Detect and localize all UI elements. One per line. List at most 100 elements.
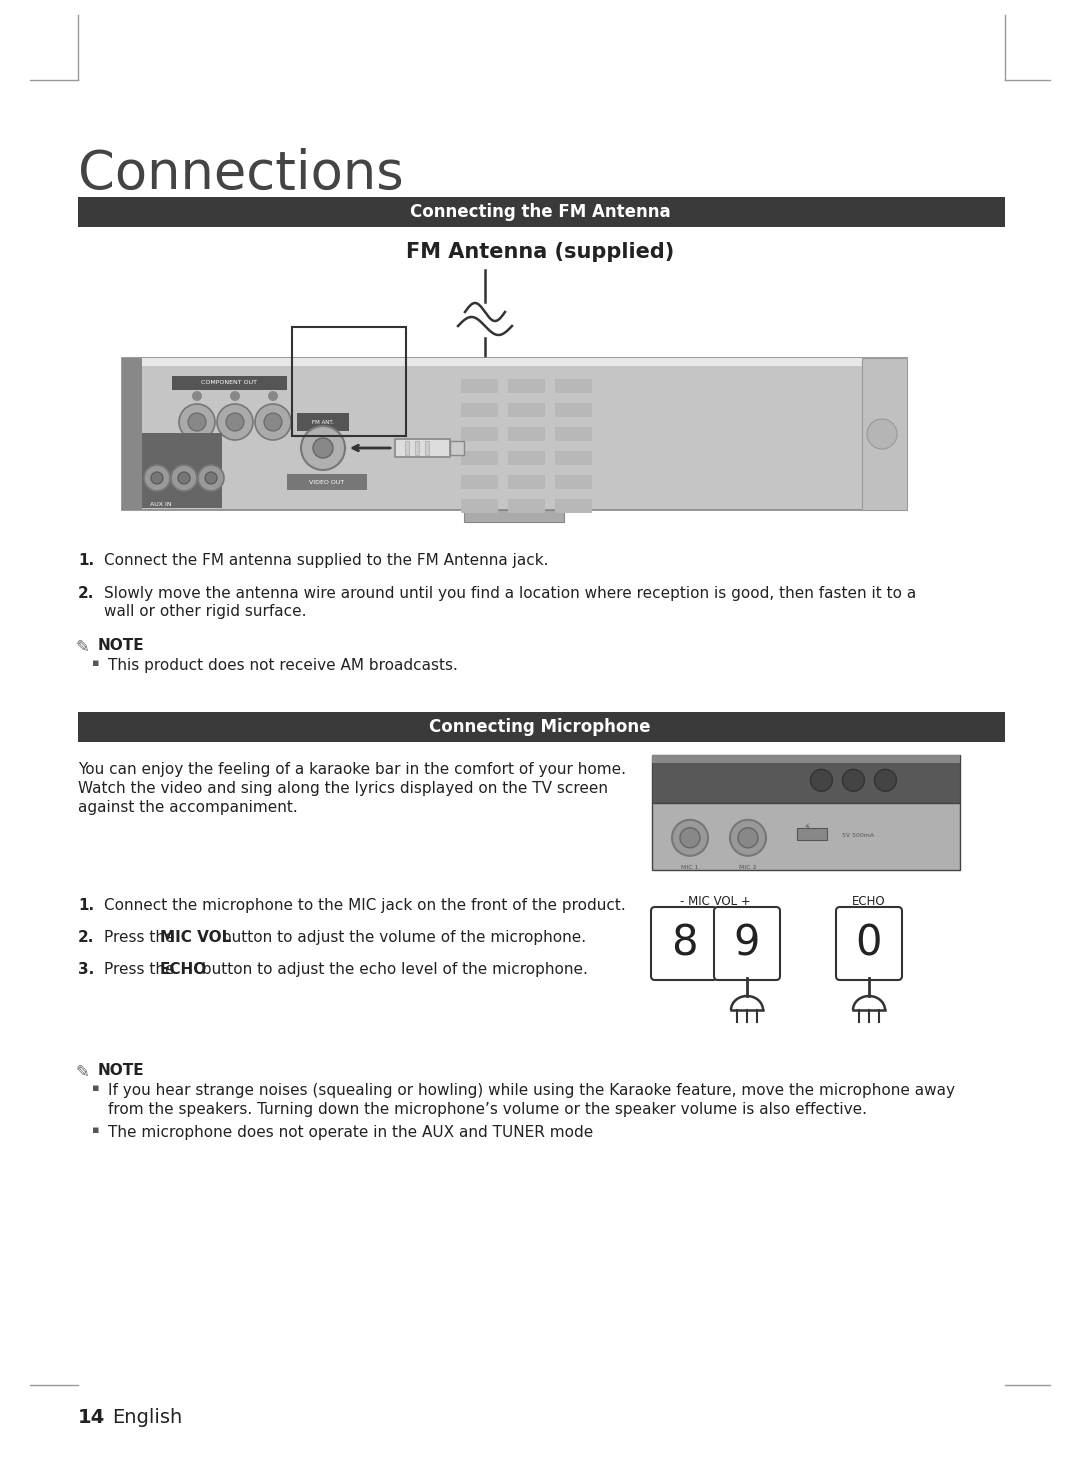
Bar [292,326,406,436]
FancyBboxPatch shape [714,908,780,979]
Circle shape [217,404,253,441]
FancyBboxPatch shape [508,451,545,466]
FancyBboxPatch shape [508,499,545,512]
Text: Connecting the FM Antenna: Connecting the FM Antenna [409,203,671,221]
Text: button to adjust the volume of the microphone.: button to adjust the volume of the micro… [217,930,586,944]
Circle shape [738,827,758,848]
Text: You can enjoy the feeling of a karaoke bar in the comfort of your home.: You can enjoy the feeling of a karaoke b… [78,761,626,777]
Text: +: + [132,373,141,384]
Bar [122,359,907,509]
FancyBboxPatch shape [508,474,545,489]
Bar [122,359,141,509]
Text: Press the: Press the [104,930,179,944]
Text: ECHO: ECHO [852,895,886,908]
Text: - MIC VOL +: - MIC VOL + [679,895,751,908]
Bar [141,433,222,508]
Circle shape [875,769,896,792]
Text: ▪: ▪ [92,1124,99,1135]
Text: Press the: Press the [104,962,179,976]
Bar [395,439,450,457]
Text: MIC 1: MIC 1 [681,865,699,870]
Text: Connecting Microphone: Connecting Microphone [429,717,651,736]
FancyBboxPatch shape [461,427,498,441]
Bar [797,827,827,840]
Text: 2.: 2. [78,586,94,602]
Circle shape [268,391,278,401]
Bar [78,198,1005,227]
Circle shape [255,404,291,441]
Text: 3.: 3. [78,962,94,976]
Bar [450,441,464,455]
Text: 1.: 1. [78,553,94,568]
Bar [464,509,564,523]
Text: The microphone does not operate in the AUX and TUNER mode: The microphone does not operate in the A… [108,1124,593,1140]
Bar [426,441,429,455]
Text: Connections: Connections [78,148,404,201]
Circle shape [144,466,170,490]
Circle shape [730,820,766,856]
Circle shape [301,426,345,470]
FancyBboxPatch shape [461,451,498,466]
Circle shape [178,471,190,485]
Text: 8: 8 [671,922,698,965]
Circle shape [230,391,240,401]
Bar [78,712,1005,742]
Text: Connect the FM antenna supplied to the FM Antenna jack.: Connect the FM antenna supplied to the F… [104,553,549,568]
Text: 9: 9 [733,922,760,965]
Text: 1.: 1. [78,897,94,914]
Circle shape [264,413,282,430]
Text: VIDEO OUT: VIDEO OUT [309,480,345,485]
Bar [652,755,960,763]
Bar [405,441,409,455]
Circle shape [151,471,163,485]
Circle shape [179,404,215,441]
Circle shape [842,769,864,792]
FancyBboxPatch shape [508,403,545,417]
FancyBboxPatch shape [555,427,592,441]
FancyBboxPatch shape [555,474,592,489]
Text: AUX IN: AUX IN [150,502,172,507]
Circle shape [198,466,224,490]
FancyBboxPatch shape [651,908,717,979]
Text: ⚡: ⚡ [804,821,810,832]
Circle shape [192,391,202,401]
FancyBboxPatch shape [508,379,545,392]
FancyBboxPatch shape [555,499,592,512]
Text: against the accompaniment.: against the accompaniment. [78,799,298,815]
Bar [652,804,960,870]
Text: FM Antenna (supplied): FM Antenna (supplied) [406,242,674,262]
Text: wall or other rigid surface.: wall or other rigid surface. [104,605,307,619]
FancyBboxPatch shape [555,379,592,392]
FancyBboxPatch shape [508,427,545,441]
Text: ▪: ▪ [92,1083,99,1094]
Text: from the speakers. Turning down the microphone’s volume or the speaker volume is: from the speakers. Turning down the micr… [108,1102,867,1117]
Circle shape [226,413,244,430]
Text: FM ANT.: FM ANT. [312,420,334,425]
FancyBboxPatch shape [461,379,498,392]
Bar [287,474,367,490]
Circle shape [810,769,833,792]
Circle shape [171,466,197,490]
Text: NOTE: NOTE [98,638,145,653]
Circle shape [867,419,897,449]
Bar [415,441,419,455]
Bar [172,376,287,389]
Text: ▪: ▪ [92,657,99,668]
Circle shape [313,438,333,458]
Text: ✎: ✎ [76,638,90,656]
Text: NOTE: NOTE [98,1063,145,1078]
Text: 5V 500mA: 5V 500mA [842,833,874,839]
Circle shape [188,413,206,430]
Text: Watch the video and sing along the lyrics displayed on the TV screen: Watch the video and sing along the lyric… [78,780,608,796]
Text: 0: 0 [855,922,882,965]
Text: COMPONENT OUT: COMPONENT OUT [201,381,257,385]
Text: If you hear strange noises (squealing or howling) while using the Karaoke featur: If you hear strange noises (squealing or… [108,1083,955,1098]
Text: English: English [112,1408,183,1427]
FancyBboxPatch shape [555,451,592,466]
Text: Connect the microphone to the MIC jack on the front of the product.: Connect the microphone to the MIC jack o… [104,897,625,914]
Bar [297,413,349,430]
Text: This product does not receive AM broadcasts.: This product does not receive AM broadca… [108,657,458,673]
Text: MIC 2: MIC 2 [739,865,757,870]
FancyBboxPatch shape [836,908,902,979]
Bar [652,755,960,804]
